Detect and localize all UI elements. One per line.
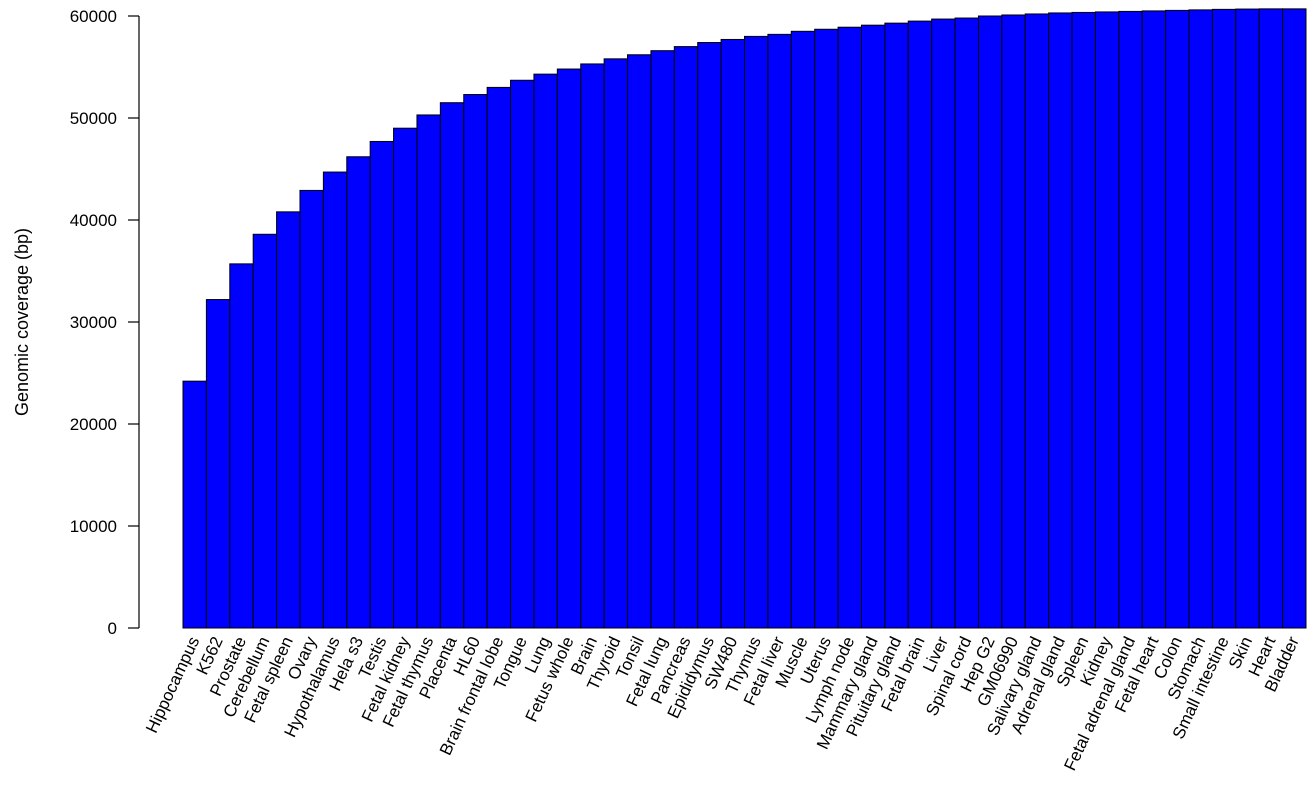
bar-pancreas [673, 46, 699, 629]
bar-pituitary-gland [884, 22, 909, 629]
bar-skin [1235, 8, 1260, 629]
bar-fetal-kidney [393, 127, 418, 629]
bar-thyroid [603, 58, 629, 629]
bar-thymus [744, 35, 769, 629]
bar-fetal-spleen [276, 211, 301, 629]
bar-prostate [229, 263, 254, 629]
y-axis-title: Genomic coverage (bp) [12, 228, 32, 416]
bar-lymph-node [837, 26, 862, 629]
bar-brain-frontal-lobe [486, 86, 512, 629]
bar-epididymus [697, 42, 722, 629]
bar-fetal-lung [650, 50, 675, 629]
bar-hep-g2 [977, 15, 1003, 629]
bar-brain [580, 63, 605, 629]
y-tick-label: 0 [108, 619, 117, 638]
y-tick-label: 60000 [70, 7, 117, 26]
bar-small-intestine [1211, 8, 1237, 629]
y-axis: 0 10000 20000 30000 40000 50000 60000 [70, 7, 140, 638]
bar-hypothalamus [322, 171, 348, 629]
bar-tongue [510, 79, 535, 629]
y-tick-label: 10000 [70, 517, 117, 536]
bar-salivary-gland [1024, 13, 1050, 629]
bar-adrenal-gland [1048, 12, 1073, 629]
bar-stomach [1188, 9, 1213, 629]
y-tick-label: 40000 [70, 211, 117, 230]
y-tick-label: 30000 [70, 313, 117, 332]
bar-hl60 [463, 94, 488, 629]
bar-mammary-gland [860, 24, 886, 629]
bar-fetal-brain [907, 20, 933, 629]
bar-cerebellum [252, 233, 278, 629]
bar-uterus [814, 28, 839, 629]
bar-spinal-cord [954, 17, 979, 629]
bar-hela-s3 [346, 156, 371, 629]
bar-lung [533, 73, 558, 629]
bar-fetal-thymus [416, 114, 441, 629]
bar-sw480 [720, 38, 745, 629]
bar-fetal-heart [1141, 10, 1167, 629]
bar-fetus-whole [556, 68, 582, 629]
bar-muscle [790, 30, 816, 629]
bar-k562 [205, 299, 231, 629]
bar-fetal-liver [767, 33, 792, 629]
bar-gm06990 [1001, 14, 1026, 629]
bar-hippocampus [182, 380, 207, 629]
y-tick-label: 20000 [70, 415, 117, 434]
bar-testis [369, 140, 395, 629]
bar-liver [931, 18, 956, 629]
bar-heart [1258, 8, 1284, 629]
x-category-label: Hippocampus [142, 634, 203, 736]
bar-tonsil [627, 54, 652, 629]
bar-placenta [439, 102, 465, 629]
bars-group [182, 8, 1307, 629]
bar-kidney [1094, 11, 1120, 629]
bar-bladder [1282, 8, 1307, 629]
bar-spleen [1071, 11, 1096, 629]
bar-colon [1165, 9, 1190, 629]
bar-fetal-adrenal-gland [1118, 10, 1143, 629]
y-tick-label: 50000 [70, 109, 117, 128]
bar-ovary [299, 189, 324, 629]
